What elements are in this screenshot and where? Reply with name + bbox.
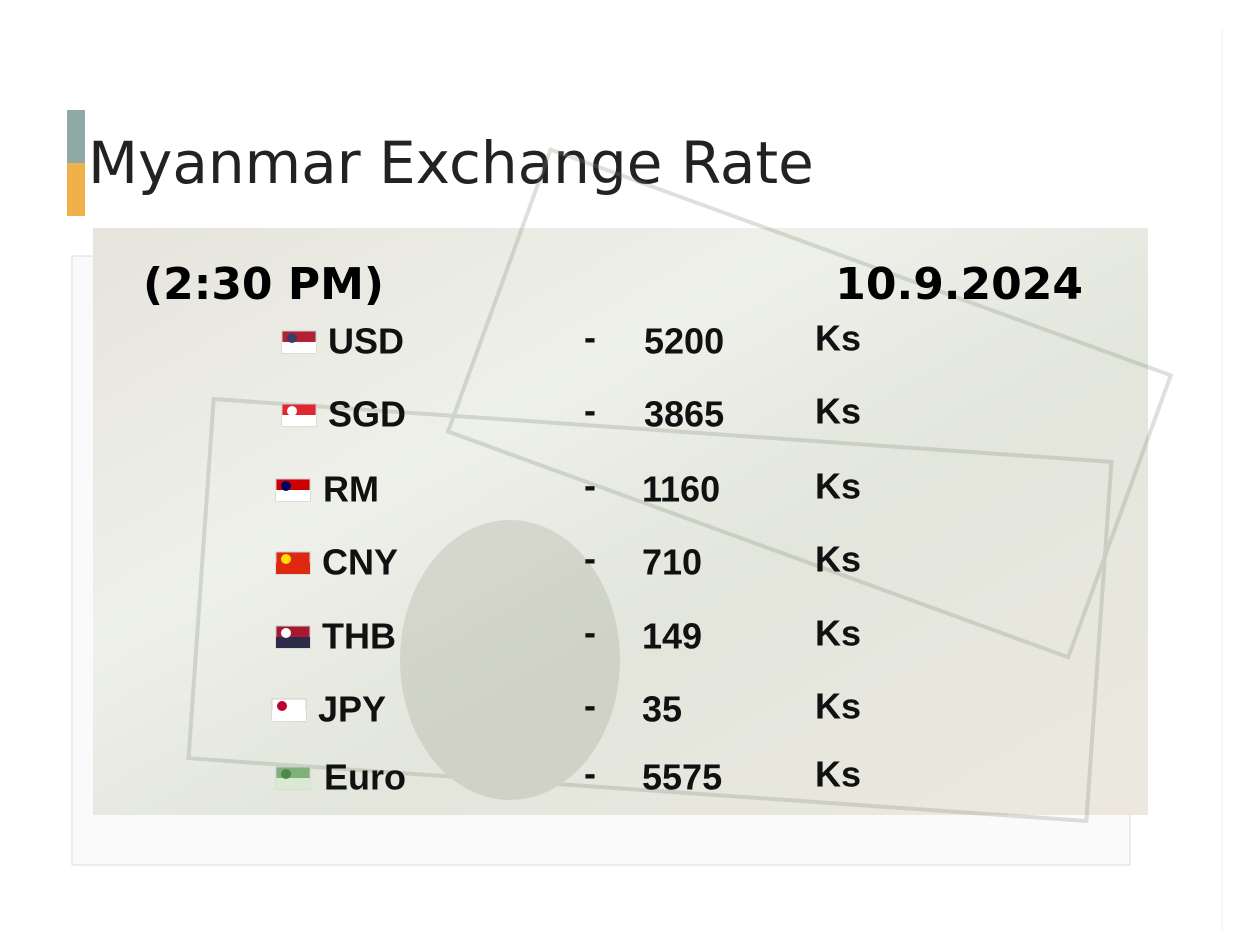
separator: - <box>584 465 596 506</box>
unit: Ks <box>815 754 861 795</box>
note <box>445 147 1174 660</box>
flag-icon <box>281 403 317 427</box>
portrait <box>400 520 620 800</box>
flag-emblem <box>287 333 297 343</box>
title: Myanmar Exchange Rate <box>88 129 814 197</box>
separator: - <box>584 753 596 794</box>
currency-code: Euro <box>324 757 406 798</box>
flag-band <box>272 710 306 721</box>
time: (2:30 PM) <box>143 259 384 310</box>
rate: 1160 <box>642 469 720 510</box>
accent-top <box>67 110 85 163</box>
unit: Ks <box>815 539 861 580</box>
flag-band <box>282 415 316 426</box>
rate-rows: USD - 5200 Ks SGD - 3865 Ks RM - 1160 Ks CNY - 710 Ks TH… <box>271 317 861 798</box>
currency-code: CNY <box>322 542 398 583</box>
currency-code: JPY <box>318 689 386 730</box>
separator: - <box>584 317 596 358</box>
currency-code: THB <box>322 616 396 657</box>
separator: - <box>584 685 596 726</box>
rate: 3865 <box>644 394 724 435</box>
separator: - <box>584 612 596 653</box>
flag-band <box>276 490 310 501</box>
flag-icon <box>281 330 317 354</box>
flag-icon <box>271 698 307 722</box>
flag-band <box>282 342 316 353</box>
banknote-shapes <box>186 147 1174 824</box>
accent-bottom <box>67 163 85 216</box>
currency-code: SGD <box>328 394 406 435</box>
flag-emblem <box>287 406 297 416</box>
flag-icon <box>275 551 311 575</box>
unit: Ks <box>815 686 861 727</box>
flag-emblem <box>281 769 291 779</box>
flag-emblem <box>281 628 291 638</box>
date: 10.9.2024 <box>835 259 1083 310</box>
rate: 5575 <box>642 757 722 798</box>
rate: 149 <box>642 616 702 657</box>
rate: 710 <box>642 542 702 583</box>
note <box>186 396 1114 824</box>
flag-emblem <box>281 554 291 564</box>
flag-icon <box>275 625 311 649</box>
currency-code: USD <box>328 321 404 362</box>
flag-icon <box>275 478 311 502</box>
flag-band <box>276 563 310 574</box>
money-background <box>93 228 1148 815</box>
rate: 5200 <box>644 321 724 362</box>
unit: Ks <box>815 318 861 359</box>
separator: - <box>584 390 596 431</box>
flag-emblem <box>281 481 291 491</box>
currency-code: RM <box>323 469 379 510</box>
unit: Ks <box>815 613 861 654</box>
unit: Ks <box>815 466 861 507</box>
flag-emblem <box>277 701 287 711</box>
unit: Ks <box>815 391 861 432</box>
separator: - <box>584 538 596 579</box>
flag-band <box>276 778 310 789</box>
flag-band <box>276 637 310 648</box>
rate: 35 <box>642 689 682 730</box>
flag-icon <box>275 766 311 790</box>
